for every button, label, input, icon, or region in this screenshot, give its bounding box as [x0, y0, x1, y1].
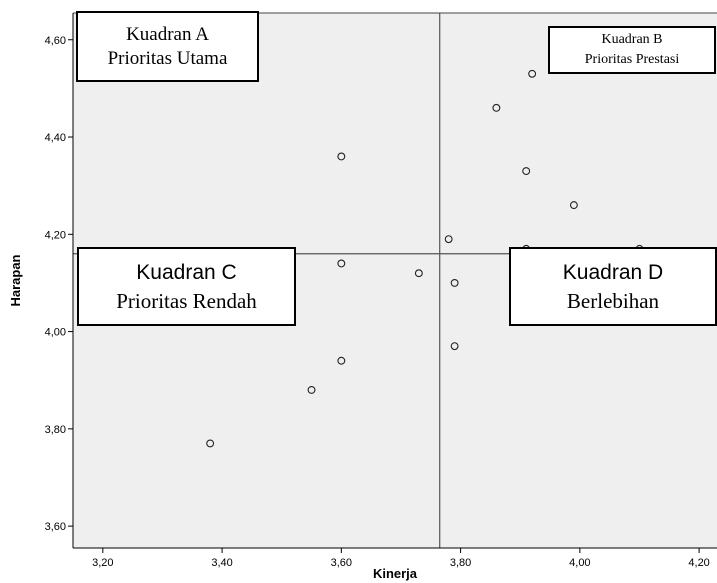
x-axis-title: Kinerja	[373, 566, 418, 581]
quadrant-c-title: Kuadran C	[136, 260, 237, 284]
x-tick-label: 3,40	[211, 557, 232, 569]
x-tick-label: 3,80	[450, 557, 471, 569]
quadrant-d-title: Kuadran D	[562, 260, 664, 284]
y-tick-label: 4,00	[45, 327, 66, 339]
y-tick-label: 4,20	[45, 229, 66, 241]
x-tick-label: 3,60	[331, 557, 352, 569]
y-tick-label: 3,60	[45, 521, 66, 533]
data-point	[414, 269, 423, 278]
y-tick-label: 3,80	[45, 424, 66, 436]
data-point	[307, 385, 316, 394]
y-tick-label: 4,40	[45, 132, 66, 144]
data-point	[444, 235, 453, 244]
data-point	[450, 342, 459, 351]
data-point	[337, 152, 346, 161]
quadrant-a-subtitle: Prioritas Utama	[107, 47, 228, 69]
quadrant-d-box: Kuadran D Berlebihan	[509, 247, 717, 326]
data-point	[492, 103, 501, 112]
data-point	[337, 259, 346, 268]
y-axis-title: Harapan	[8, 254, 23, 306]
quadrant-d-subtitle: Berlebihan	[566, 288, 660, 313]
quadrant-c-subtitle: Prioritas Rendah	[116, 288, 257, 313]
data-point	[569, 201, 578, 210]
quadrant-b-title: Kuadran B	[601, 32, 663, 47]
quadrant-c-box: Kuadran C Prioritas Rendah	[77, 247, 296, 326]
data-point	[206, 439, 215, 448]
data-points	[206, 69, 644, 448]
data-point	[450, 278, 459, 287]
quadrant-b-box: Kuadran B Prioritas Prestasi	[548, 26, 716, 74]
data-point	[528, 69, 537, 78]
quadrant-a-title: Kuadran A	[126, 23, 209, 45]
x-tick-label: 4,20	[688, 557, 709, 569]
y-tick-label: 4,60	[45, 35, 66, 47]
data-point	[337, 356, 346, 365]
x-tick-label: 3,20	[92, 557, 113, 569]
quadrant-a-box: Kuadran A Prioritas Utama	[76, 11, 259, 82]
x-tick-label: 4,00	[569, 557, 590, 569]
axes: 3,60 3,80 4,00 4,20 4,40 4,60 3,20 3,40 3,60 3,80…	[45, 12, 717, 569]
quadrant-b-subtitle: Prioritas Prestasi	[584, 52, 680, 67]
data-point	[522, 167, 531, 176]
